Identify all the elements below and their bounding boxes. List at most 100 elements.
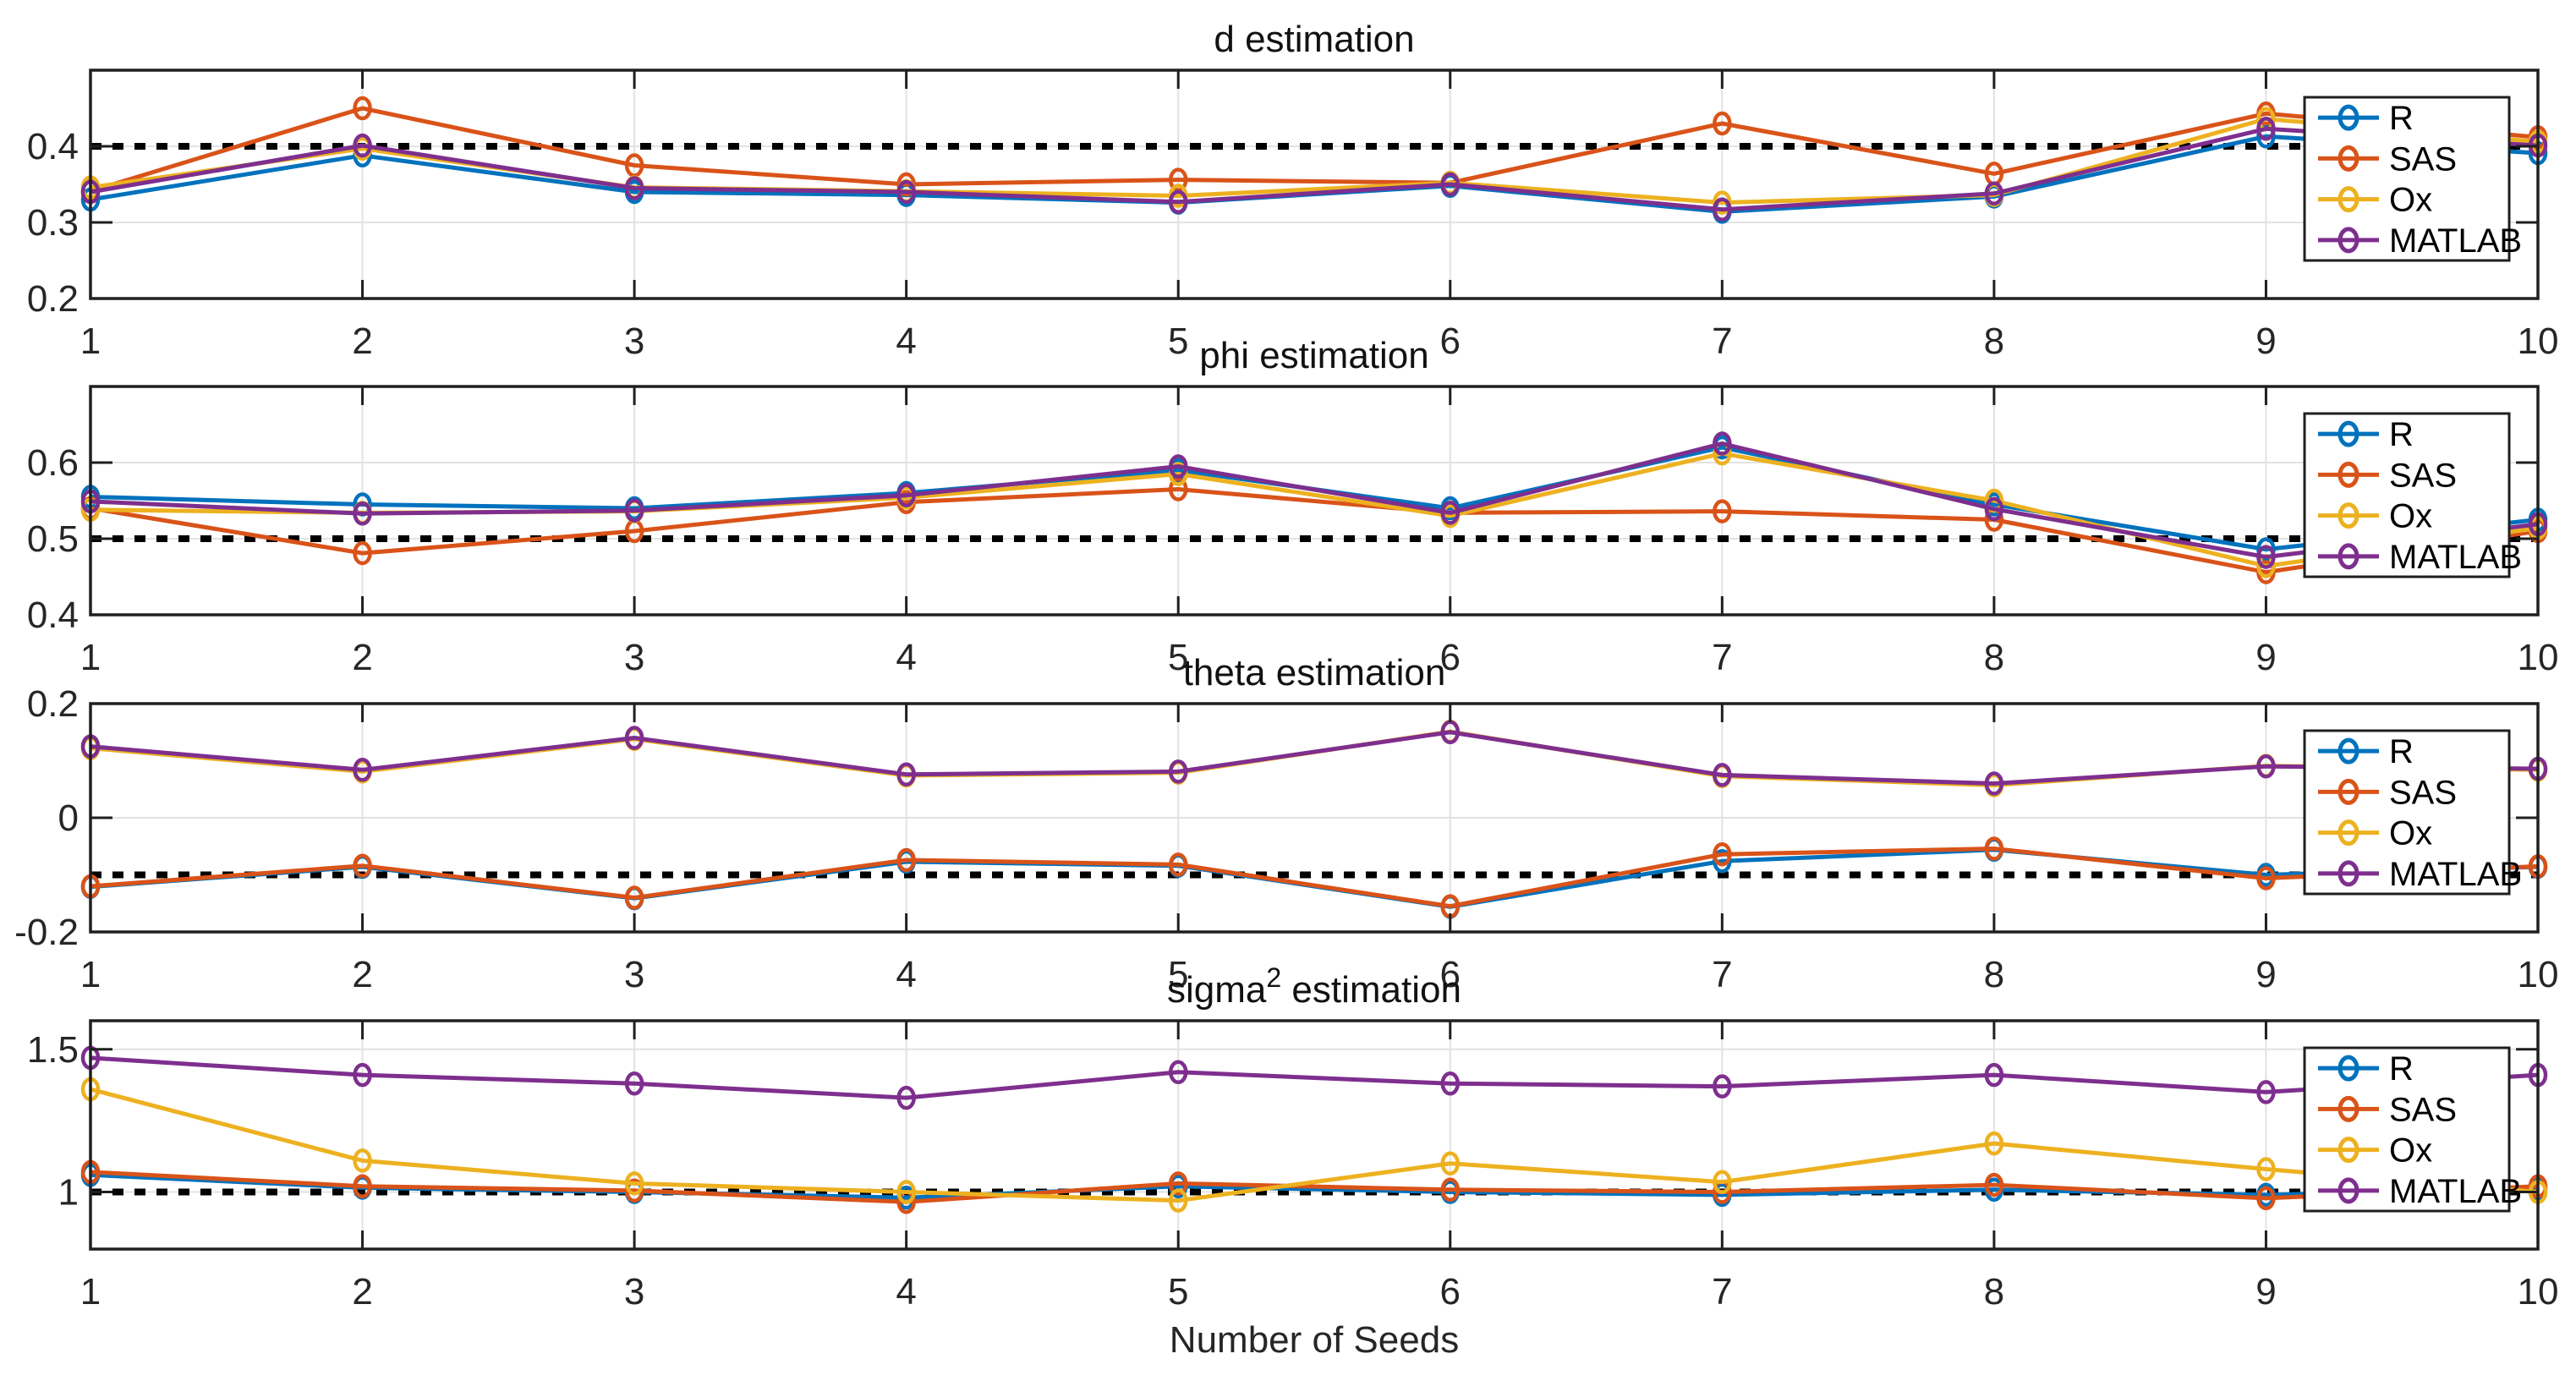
x-tick-label: 3 <box>624 637 644 678</box>
legend-marker-SAS <box>2338 1095 2360 1122</box>
title-text: d estimation <box>1214 19 1414 60</box>
data-marker-MATLAB <box>1168 454 1188 479</box>
legend-item-label-MATLAB: MATLAB <box>2389 222 2522 260</box>
series-line-MATLAB <box>90 126 2539 212</box>
x-tick-label: 3 <box>624 954 644 995</box>
data-marker-MATLAB <box>353 758 372 782</box>
legend-marker-Ox <box>2338 1137 2360 1164</box>
legend-marker-SAS <box>2338 461 2360 488</box>
data-marker-SAS <box>353 540 372 566</box>
x-tick-label: 4 <box>896 1271 916 1312</box>
legend-marker-MATLAB <box>2338 227 2360 254</box>
legend-item-label-SAS: SAS <box>2389 774 2457 811</box>
legend-box <box>2303 412 2511 578</box>
x-tick-label: 5 <box>1168 321 1188 362</box>
legend-marker-Ox <box>2338 502 2360 529</box>
data-marker-Ox <box>1168 1188 1188 1213</box>
title-text: sigma <box>1167 969 1267 1011</box>
data-marker-SAS <box>353 1174 372 1198</box>
title-text: theta estimation <box>1183 652 1446 693</box>
legend-item-label-Ox: Ox <box>2389 1132 2432 1170</box>
y-tick-label: 0.6 <box>27 442 79 484</box>
data-marker-MATLAB <box>1440 1071 1461 1096</box>
y-tick-label: 0.4 <box>27 126 79 167</box>
data-marker-MATLAB <box>896 1085 916 1110</box>
data-marker-MATLAB <box>896 179 916 205</box>
data-marker-MATLAB <box>2256 545 2276 569</box>
title-superscript: 2 <box>1266 962 1281 993</box>
y-tick-label: 0.4 <box>27 595 79 636</box>
data-marker-SAS <box>1713 499 1732 523</box>
subplot-theta: -0.2 0 0.2 1 2 3 4 5 6 7 8 9 10 theta estimation R SAS O… <box>14 652 2558 995</box>
data-marker-SAS <box>1984 1172 2004 1197</box>
x-tick-label: 6 <box>1440 637 1461 678</box>
legend-marker-MATLAB <box>2338 860 2360 887</box>
series-line-SAS <box>90 1170 2539 1204</box>
x-tick-label: 5 <box>1168 637 1188 678</box>
x-tick-label: 3 <box>624 1271 644 1312</box>
title-text: phi estimation <box>1199 335 1428 376</box>
x-tick-label: 7 <box>1712 954 1732 995</box>
x-tick-label: 9 <box>2255 954 2276 995</box>
legend-item-label-Ox: Ox <box>2389 182 2432 219</box>
legend-marker-MATLAB <box>2338 543 2360 570</box>
legend-marker-MATLAB <box>2338 1177 2360 1204</box>
data-marker-SAS <box>2256 866 2276 891</box>
legend-marker-R <box>2338 104 2360 131</box>
x-tick-label: 10 <box>2518 321 2559 362</box>
data-marker-MATLAB <box>624 176 644 200</box>
y-tick-label: 0.5 <box>27 518 79 560</box>
x-tick-label: 4 <box>896 954 916 995</box>
legend-item-label-R: R <box>2389 416 2414 453</box>
legend-box <box>2303 1046 2511 1213</box>
x-tick-label: 8 <box>1984 637 2004 678</box>
data-marker-Ox <box>2256 1157 2276 1181</box>
x-tick-label: 9 <box>2255 637 2276 678</box>
data-marker-SAS <box>1713 841 1732 867</box>
legend-item-label-Ox: Ox <box>2389 498 2432 535</box>
y-tick-label: 0.2 <box>27 278 79 320</box>
x-tick-label: 8 <box>1984 954 2004 995</box>
x-tick-label: 5 <box>1168 1271 1188 1312</box>
legend-marker-R <box>2338 1055 2360 1082</box>
legend-box <box>2303 96 2511 262</box>
x-tick-label: 5 <box>1168 954 1188 995</box>
x-tick-label: 2 <box>352 321 372 362</box>
data-marker-MATLAB <box>1713 197 1732 222</box>
data-marker-MATLAB <box>1168 189 1188 214</box>
data-marker-MATLAB <box>1713 1074 1732 1099</box>
x-tick-label: 7 <box>1712 321 1732 362</box>
x-tick-label: 4 <box>896 637 916 678</box>
axes-box <box>89 385 2540 617</box>
x-tick-label: 8 <box>1984 321 2004 362</box>
series-line-Ox <box>90 1087 2539 1203</box>
legend-marker-SAS <box>2338 778 2360 805</box>
legend-item-label-Ox: Ox <box>2389 815 2432 852</box>
data-marker-SAS <box>1713 111 1732 136</box>
title-text: estimation <box>1281 969 1461 1011</box>
x-tick-label: 4 <box>896 321 916 362</box>
legend-marker-R <box>2338 420 2360 447</box>
data-marker-MATLAB <box>1713 763 1732 787</box>
data-marker-MATLAB <box>1984 771 2004 796</box>
x-tick-label: 2 <box>352 637 372 678</box>
subplot-phi: 0.4 0.5 0.6 1 2 3 4 5 6 7 8 9 10 phi estimation R SAS Ox… <box>27 335 2559 678</box>
x-tick-label: 2 <box>352 1271 372 1312</box>
legend-marker-SAS <box>2338 145 2360 172</box>
y-tick-label: 0 <box>58 797 79 839</box>
data-marker-MATLAB <box>1440 501 1461 525</box>
data-marker-MATLAB <box>2256 754 2276 779</box>
data-marker-SAS <box>2256 1186 2276 1211</box>
legend-item-label-R: R <box>2389 1050 2414 1088</box>
data-marker-MATLAB <box>2256 117 2276 141</box>
data-marker-R <box>2256 124 2276 149</box>
x-tick-label: 10 <box>2518 954 2559 995</box>
x-tick-label: 1 <box>80 321 101 362</box>
data-marker-MATLAB <box>2256 1080 2276 1104</box>
subplot-title-theta: theta estimation <box>1183 652 1446 693</box>
series-line-SAS <box>90 487 2539 575</box>
